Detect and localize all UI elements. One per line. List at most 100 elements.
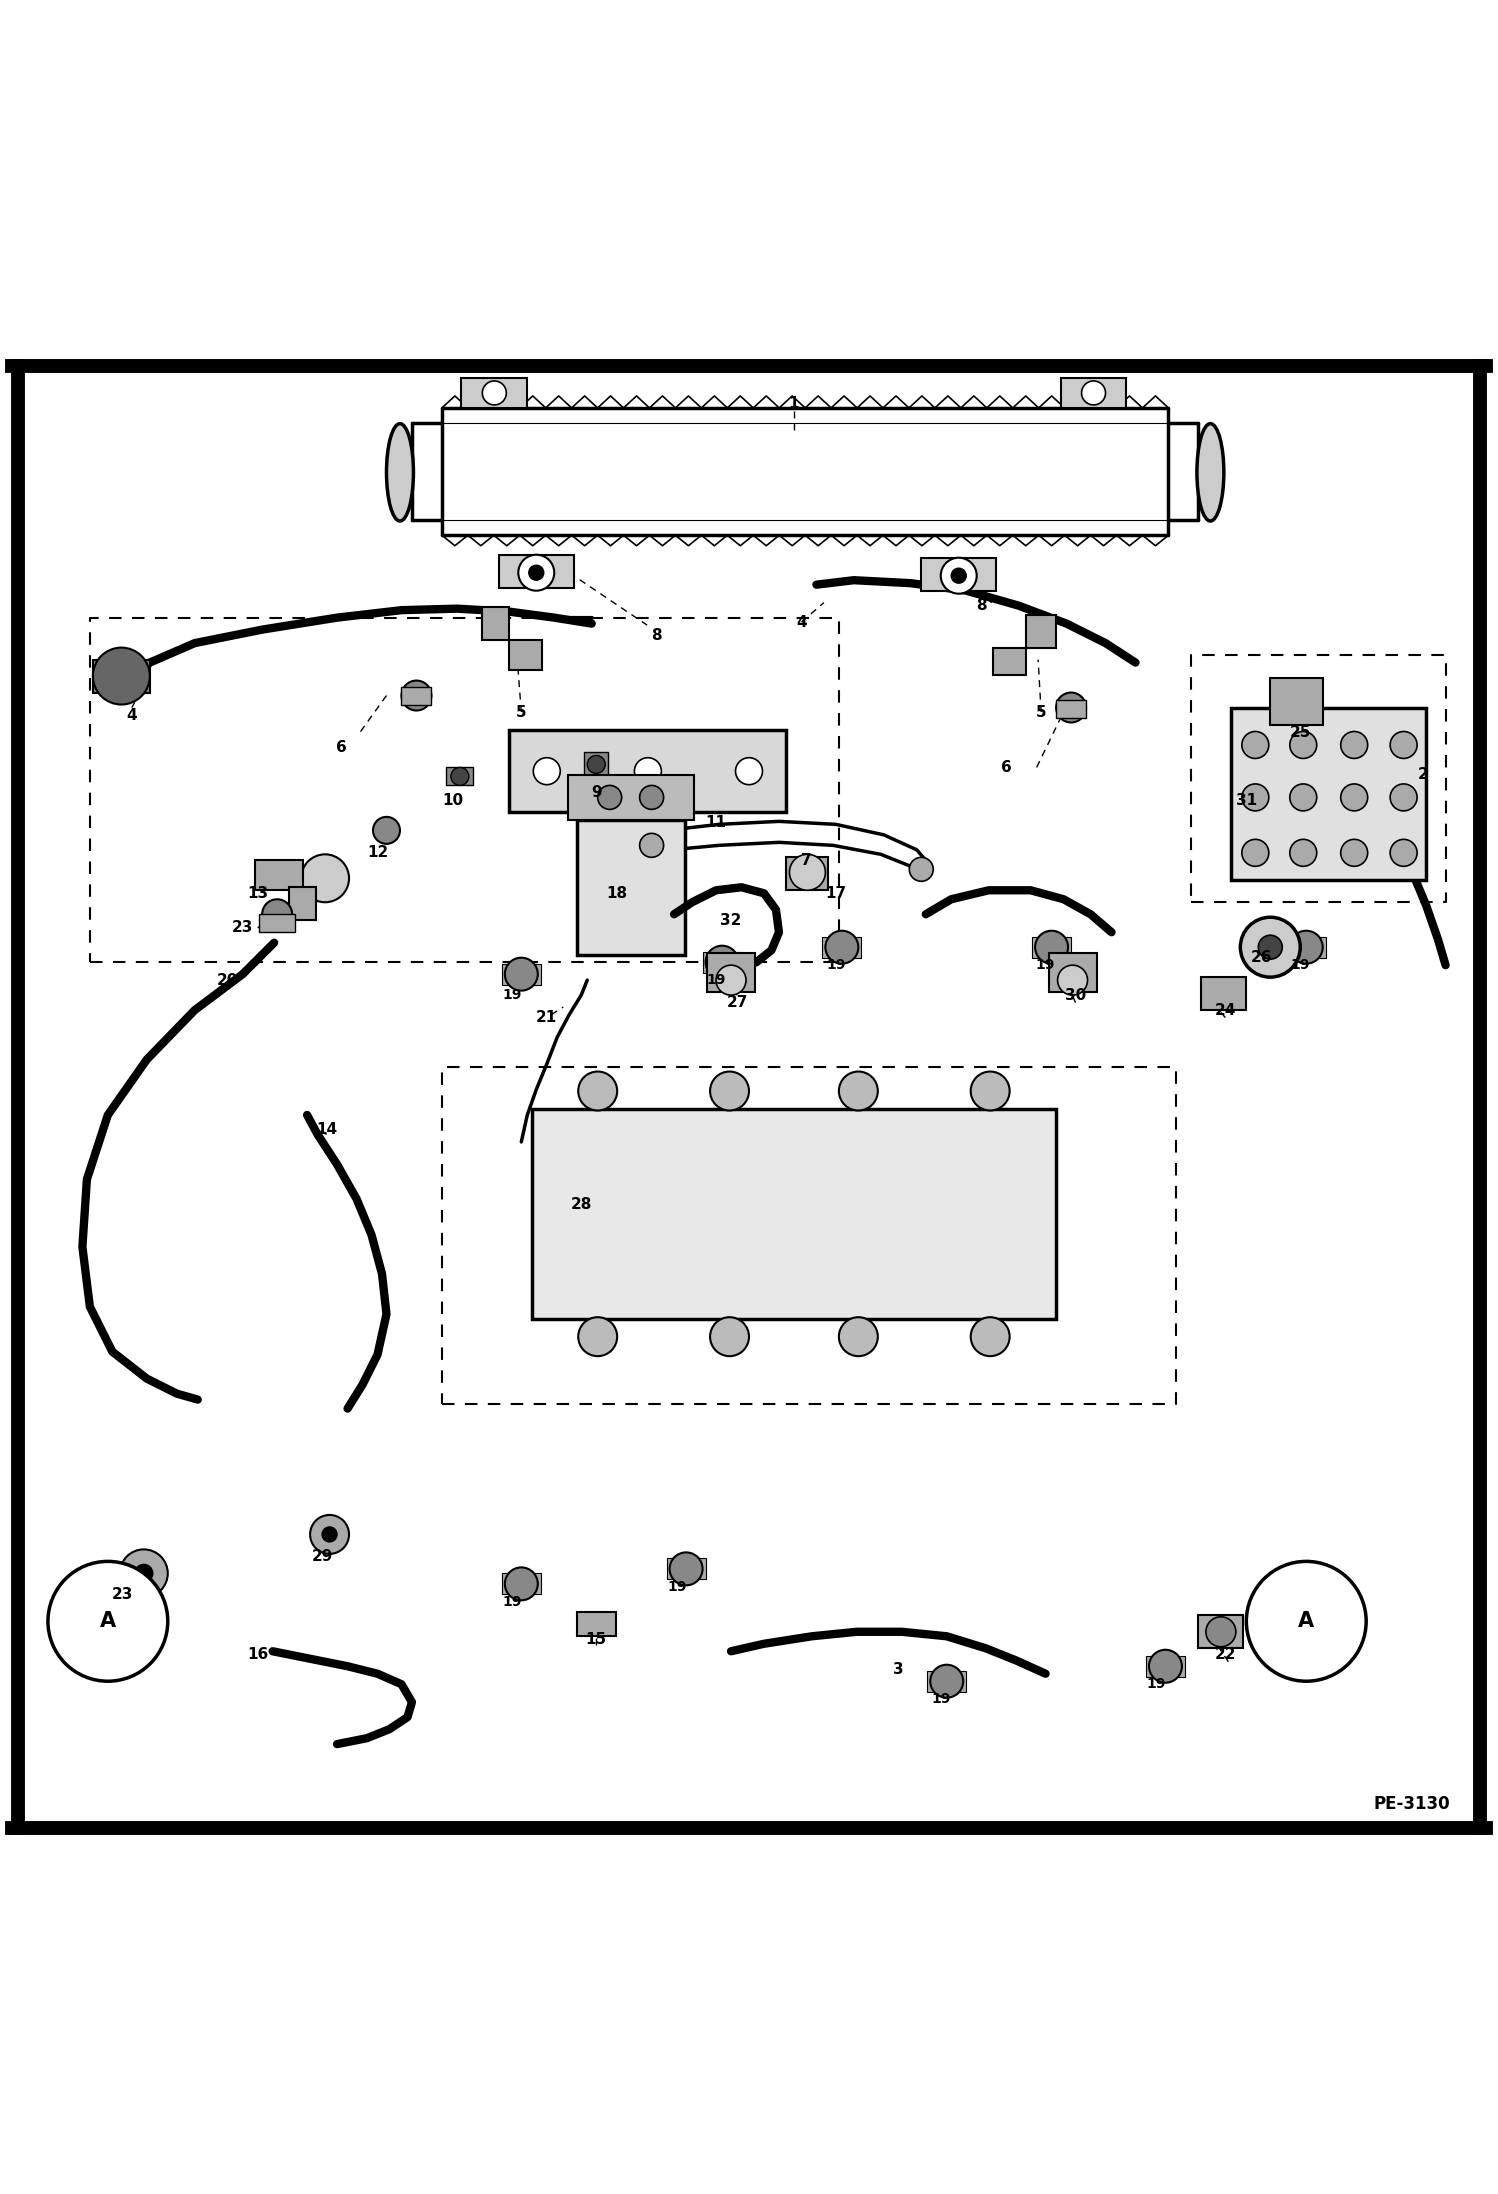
Bar xyxy=(1198,1615,1243,1648)
Text: 19: 19 xyxy=(1291,959,1309,972)
Circle shape xyxy=(587,755,605,774)
Circle shape xyxy=(1035,930,1068,963)
Text: 14: 14 xyxy=(316,1123,337,1136)
Circle shape xyxy=(505,1567,538,1599)
Text: 7: 7 xyxy=(800,853,812,869)
Circle shape xyxy=(1390,783,1417,812)
Text: 28: 28 xyxy=(571,1198,592,1213)
Circle shape xyxy=(930,1665,963,1698)
Circle shape xyxy=(909,858,933,882)
Bar xyxy=(568,774,694,821)
Bar xyxy=(1146,1656,1185,1676)
Circle shape xyxy=(839,1316,878,1356)
Circle shape xyxy=(640,834,664,858)
Text: 5: 5 xyxy=(515,704,527,720)
Text: 3: 3 xyxy=(893,1661,905,1676)
Circle shape xyxy=(825,930,858,963)
Circle shape xyxy=(578,1071,617,1110)
Bar xyxy=(703,952,742,972)
Circle shape xyxy=(941,557,977,595)
Bar xyxy=(509,641,542,669)
Text: 2: 2 xyxy=(1417,768,1429,783)
Bar xyxy=(927,1672,966,1692)
Circle shape xyxy=(48,1562,168,1681)
Circle shape xyxy=(598,785,622,810)
Circle shape xyxy=(1246,1562,1366,1681)
Circle shape xyxy=(971,1316,1010,1356)
Circle shape xyxy=(533,757,560,785)
Circle shape xyxy=(971,1071,1010,1110)
Circle shape xyxy=(1341,783,1368,812)
Text: 31: 31 xyxy=(1236,792,1257,807)
Bar xyxy=(93,660,150,693)
Text: 15: 15 xyxy=(586,1632,607,1648)
Text: 18: 18 xyxy=(607,886,628,902)
Circle shape xyxy=(635,757,661,785)
Bar xyxy=(482,608,509,641)
Text: 21: 21 xyxy=(536,1009,557,1025)
Circle shape xyxy=(401,680,431,711)
Circle shape xyxy=(1290,731,1317,759)
Circle shape xyxy=(262,900,292,930)
Text: 27: 27 xyxy=(727,996,748,1009)
Circle shape xyxy=(301,853,349,902)
Circle shape xyxy=(1242,840,1269,867)
Circle shape xyxy=(1390,840,1417,867)
Bar xyxy=(1231,706,1426,880)
Circle shape xyxy=(482,382,506,406)
Text: 19: 19 xyxy=(932,1692,950,1707)
Circle shape xyxy=(1341,731,1368,759)
Text: PE-3130: PE-3130 xyxy=(1374,1795,1450,1812)
Bar xyxy=(509,731,786,812)
Circle shape xyxy=(135,1564,153,1582)
Circle shape xyxy=(716,965,746,996)
Bar xyxy=(289,886,316,919)
Bar xyxy=(1049,952,1097,992)
Text: 12: 12 xyxy=(367,845,388,860)
Text: 4: 4 xyxy=(126,706,138,722)
Circle shape xyxy=(1341,840,1368,867)
Text: 4: 4 xyxy=(795,614,807,630)
Circle shape xyxy=(529,566,544,579)
Circle shape xyxy=(120,1549,168,1597)
Bar xyxy=(259,915,295,932)
Circle shape xyxy=(1056,693,1086,722)
Bar xyxy=(1026,614,1056,647)
Bar xyxy=(786,858,828,891)
Text: 16: 16 xyxy=(247,1648,268,1661)
Bar xyxy=(1032,937,1071,959)
Bar xyxy=(1061,377,1126,408)
Bar xyxy=(1056,700,1086,717)
Text: 13: 13 xyxy=(247,886,268,902)
Text: 29: 29 xyxy=(312,1549,333,1564)
Bar xyxy=(532,1108,1056,1319)
Circle shape xyxy=(1258,935,1282,959)
Circle shape xyxy=(951,568,966,584)
Circle shape xyxy=(736,757,762,785)
Ellipse shape xyxy=(1197,423,1224,520)
Text: 6: 6 xyxy=(336,739,348,755)
Bar xyxy=(1287,937,1326,959)
Circle shape xyxy=(518,555,554,590)
Circle shape xyxy=(1242,731,1269,759)
Text: 17: 17 xyxy=(825,886,846,902)
Bar xyxy=(993,647,1026,674)
Circle shape xyxy=(1149,1650,1182,1683)
Text: 22: 22 xyxy=(1215,1648,1236,1661)
Bar xyxy=(499,555,574,588)
Bar xyxy=(1201,976,1246,1009)
Text: 20: 20 xyxy=(217,972,238,987)
Circle shape xyxy=(1058,965,1088,996)
Bar xyxy=(822,937,861,959)
Bar xyxy=(667,1558,706,1580)
Circle shape xyxy=(1290,930,1323,963)
Text: A: A xyxy=(100,1610,115,1632)
Text: 19: 19 xyxy=(827,959,845,972)
Circle shape xyxy=(1290,783,1317,812)
Text: 30: 30 xyxy=(1065,987,1086,1003)
Circle shape xyxy=(93,647,150,704)
Circle shape xyxy=(710,1071,749,1110)
Text: 25: 25 xyxy=(1290,726,1311,742)
Circle shape xyxy=(1082,382,1106,406)
Circle shape xyxy=(578,1316,617,1356)
